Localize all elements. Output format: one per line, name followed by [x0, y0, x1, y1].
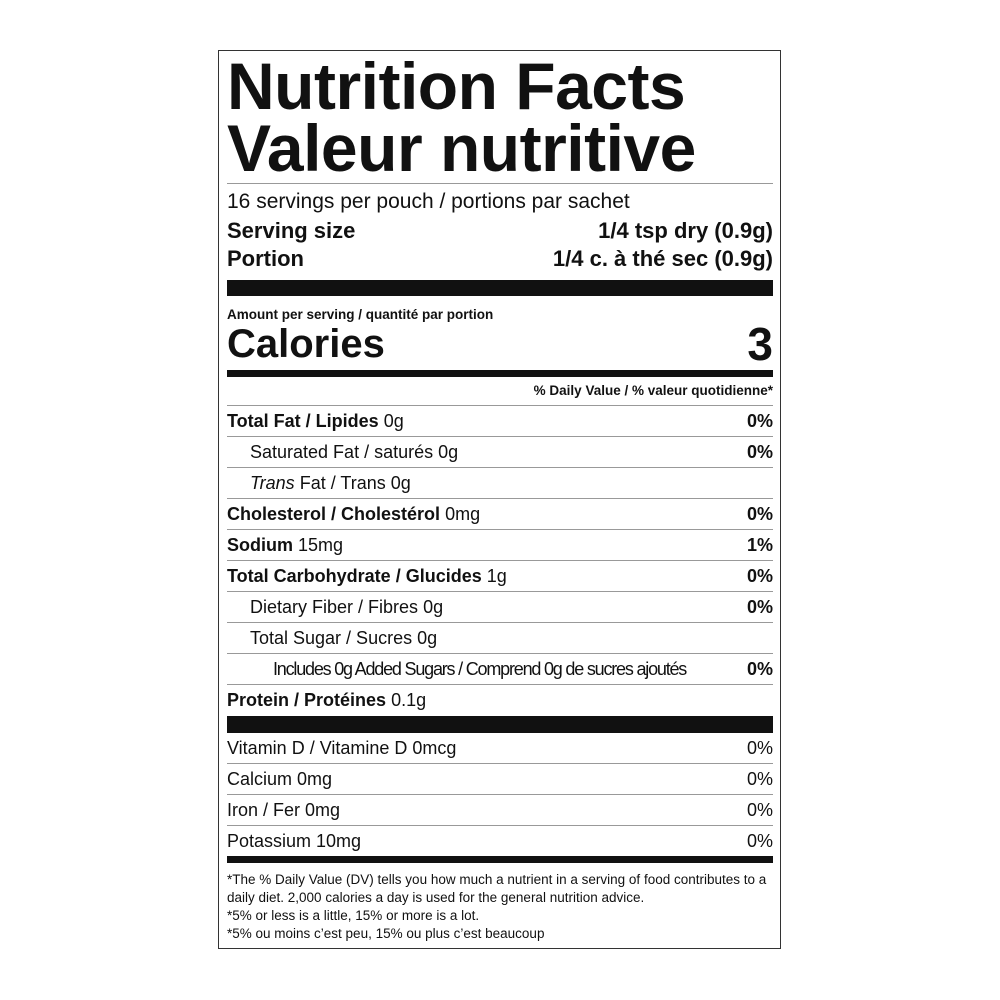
serving-size-row: Serving size 1/4 tsp dry (0.9g)	[227, 217, 773, 245]
medium-divider	[227, 370, 773, 377]
nutrient-name: Cholesterol / Cholestérol	[227, 503, 441, 524]
nutrient-dv: 0%	[746, 565, 773, 586]
nutrient-row-protein: Protein / Protéines 0.1g	[227, 684, 773, 716]
nutrient-name: Total Carbohydrate / Glucides	[227, 565, 482, 586]
nutrient-name: Includes 0g Added Sugars / Comprend 0g d…	[273, 658, 687, 679]
nutrient-amount: 1g	[486, 565, 507, 586]
nutrient-row-carbohydrate: Total Carbohydrate / Glucides 1g 0%	[227, 560, 773, 591]
nutrient-name: Saturated Fat / saturés	[250, 441, 434, 462]
vitamin-dv: 0%	[746, 799, 773, 820]
serving-size-label: Serving size	[227, 218, 356, 243]
nutrient-dv: 0%	[746, 503, 773, 524]
portion-row: Portion 1/4 c. à thé sec (0.9g)	[227, 245, 773, 273]
vitamin-row-calcium: Calcium 0mg 0%	[227, 763, 773, 794]
servings-per-container: 16 servings per pouch / portions par sac…	[227, 190, 630, 213]
vitamin-name: Potassium 10mg	[227, 830, 362, 851]
nutrient-name-italic: Trans	[250, 472, 295, 493]
nutrient-name: Fat / Trans	[299, 472, 386, 493]
nutrient-dv: 0%	[746, 658, 773, 679]
footnote-english: *5% or less is a little, 15% or more is …	[227, 908, 480, 923]
portion-label: Portion	[227, 246, 304, 271]
nutrient-name: Protein / Protéines	[227, 690, 387, 710]
vitamin-dv: 0%	[746, 737, 773, 758]
nutrient-amount: 0g	[438, 441, 459, 462]
calories-row: Calories 3	[227, 318, 773, 370]
thick-divider	[227, 280, 773, 296]
nutrient-row-trans-fat: Trans Fat / Trans 0g	[227, 467, 773, 498]
footnotes: *The % Daily Value (DV) tells you how mu…	[227, 871, 773, 943]
nutrient-amount: 15mg	[298, 534, 344, 555]
footnote-french: *5% ou moins c’est peu, 15% ou plus c’es…	[227, 926, 545, 941]
nutrient-amount: 0g	[390, 472, 411, 493]
nutrient-dv: 0%	[746, 441, 773, 462]
vitamin-row-potassium: Potassium 10mg 0%	[227, 825, 773, 856]
amount-per-serving: Amount per serving / quantité par portio…	[227, 307, 494, 322]
nutrient-amount: 0g	[423, 596, 444, 617]
vitamin-dv: 0%	[746, 768, 773, 789]
nutrient-row-total-fat: Total Fat / Lipides 0g 0%	[227, 405, 773, 436]
nutrition-facts-label: Nutrition Facts Valeur nutritive 16 serv…	[218, 50, 781, 949]
vitamin-dv: 0%	[746, 830, 773, 851]
nutrient-row-fiber: Dietary Fiber / Fibres 0g 0%	[227, 591, 773, 622]
nutrient-row-added-sugars: Includes 0g Added Sugars / Comprend 0g d…	[227, 653, 773, 684]
nutrient-row-sodium: Sodium 15mg 1%	[227, 529, 773, 560]
nutrient-name: Dietary Fiber / Fibres	[250, 596, 419, 617]
calories-value: 3	[747, 318, 773, 370]
vitamin-name: Iron / Fer 0mg	[227, 799, 341, 820]
vitamin-row-vitamin-d: Vitamin D / Vitamine D 0mcg 0%	[227, 733, 773, 763]
nutrient-amount: 0mg	[445, 503, 481, 524]
title-english: Nutrition Facts	[227, 49, 686, 123]
calories-label: Calories	[227, 322, 385, 366]
nutrient-name: Sodium	[227, 534, 293, 555]
divider	[227, 183, 773, 184]
nutrient-row-total-sugar: Total Sugar / Sucres 0g	[227, 622, 773, 653]
portion-value: 1/4 c. à thé sec (0.9g)	[552, 246, 773, 271]
nutrient-name: Total Fat / Lipides	[227, 410, 379, 431]
medium-divider	[227, 856, 773, 863]
nutrient-amount: 0g	[417, 627, 438, 648]
nutrient-row-cholesterol: Cholesterol / Cholestérol 0mg 0%	[227, 498, 773, 529]
nutrient-amount: 0g	[383, 410, 404, 431]
title-french: Valeur nutritive	[227, 111, 696, 185]
daily-value-header: % Daily Value / % valeur quotidienne*	[533, 383, 773, 398]
vitamin-row-iron: Iron / Fer 0mg 0%	[227, 794, 773, 825]
thick-divider	[227, 716, 773, 733]
vitamin-name: Calcium 0mg	[227, 768, 333, 789]
nutrient-amount: 0.1g	[391, 690, 427, 710]
nutrient-dv: 1%	[746, 534, 773, 555]
serving-size-value: 1/4 tsp dry (0.9g)	[598, 218, 773, 243]
nutrient-row-saturated-fat: Saturated Fat / saturés 0g 0%	[227, 436, 773, 467]
footnote-dv: *The % Daily Value (DV) tells you how mu…	[227, 872, 767, 905]
nutrient-name: Total Sugar / Sucres	[250, 627, 413, 648]
vitamin-name: Vitamin D / Vitamine D 0mcg	[227, 737, 457, 758]
nutrient-dv: 0%	[746, 596, 773, 617]
nutrient-dv: 0%	[746, 410, 773, 431]
